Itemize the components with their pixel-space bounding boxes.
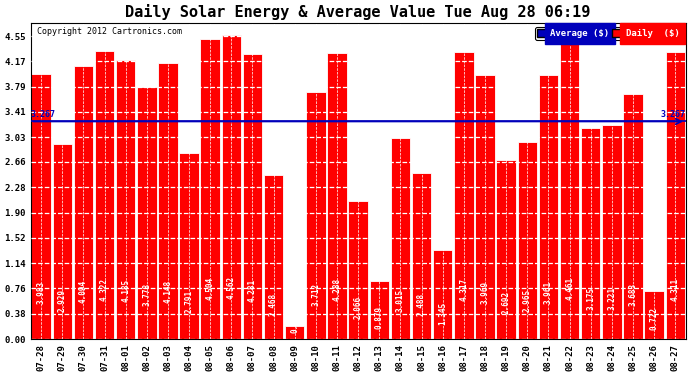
- Text: 4.562: 4.562: [227, 276, 236, 299]
- Bar: [31, 74, 51, 339]
- Bar: [179, 153, 199, 339]
- Bar: [221, 35, 241, 339]
- Text: 4.317: 4.317: [460, 278, 469, 301]
- Text: 4.185: 4.185: [121, 279, 130, 302]
- Legend: Average ($), Daily  ($): Average ($), Daily ($): [535, 27, 681, 40]
- Bar: [285, 326, 304, 339]
- Text: 3.175: 3.175: [586, 287, 595, 310]
- Text: 0.722: 0.722: [649, 307, 659, 330]
- Text: 3.712: 3.712: [311, 283, 320, 306]
- Bar: [264, 175, 284, 339]
- Title: Daily Solar Energy & Average Value Tue Aug 28 06:19: Daily Solar Energy & Average Value Tue A…: [126, 4, 591, 20]
- Bar: [348, 201, 368, 339]
- Text: 3.683: 3.683: [629, 283, 638, 306]
- Text: 3.015: 3.015: [396, 288, 405, 312]
- Text: 3.267: 3.267: [30, 110, 55, 119]
- Bar: [201, 39, 220, 339]
- Bar: [560, 42, 580, 339]
- Text: 2.488: 2.488: [417, 293, 426, 316]
- Bar: [602, 124, 622, 339]
- Text: 4.281: 4.281: [248, 278, 257, 302]
- Bar: [454, 51, 473, 339]
- Bar: [370, 280, 389, 339]
- Bar: [475, 75, 495, 339]
- Text: 3.969: 3.969: [480, 281, 489, 304]
- Bar: [116, 60, 135, 339]
- Bar: [518, 142, 537, 339]
- Text: 4.094: 4.094: [79, 280, 88, 303]
- Text: 2.791: 2.791: [184, 290, 194, 314]
- Text: 2.965: 2.965: [523, 289, 532, 312]
- Text: 4.461: 4.461: [565, 277, 574, 300]
- Text: 3.267: 3.267: [661, 110, 686, 119]
- Bar: [412, 173, 431, 339]
- Text: 2.692: 2.692: [502, 291, 511, 314]
- Text: 3.961: 3.961: [544, 281, 553, 304]
- Text: Copyright 2012 Cartronics.com: Copyright 2012 Cartronics.com: [37, 27, 182, 36]
- Bar: [137, 87, 157, 339]
- Bar: [52, 144, 72, 339]
- Text: 0.879: 0.879: [375, 306, 384, 329]
- Text: 3.778: 3.778: [142, 282, 151, 306]
- Bar: [158, 63, 177, 339]
- Bar: [306, 92, 326, 339]
- Bar: [433, 249, 453, 339]
- Bar: [496, 160, 516, 339]
- Text: 0.196: 0.196: [290, 309, 299, 333]
- Text: 4.322: 4.322: [100, 278, 109, 301]
- Bar: [327, 54, 347, 339]
- Bar: [666, 52, 685, 339]
- Bar: [391, 138, 410, 339]
- Text: 4.148: 4.148: [164, 279, 172, 303]
- Bar: [581, 128, 600, 339]
- Bar: [74, 66, 93, 339]
- Text: 1.345: 1.345: [438, 302, 447, 325]
- Text: 3.221: 3.221: [607, 287, 616, 310]
- Text: 2.929: 2.929: [58, 289, 67, 312]
- Bar: [539, 75, 558, 339]
- Text: 2.468: 2.468: [269, 293, 278, 316]
- Bar: [623, 94, 642, 339]
- Text: 2.066: 2.066: [354, 296, 363, 319]
- Text: 4.288: 4.288: [333, 278, 342, 302]
- Text: 3.983: 3.983: [37, 281, 46, 304]
- Text: 4.311: 4.311: [671, 278, 680, 301]
- Bar: [644, 291, 664, 339]
- Text: 4.504: 4.504: [206, 277, 215, 300]
- Bar: [243, 54, 262, 339]
- Bar: [95, 51, 115, 339]
